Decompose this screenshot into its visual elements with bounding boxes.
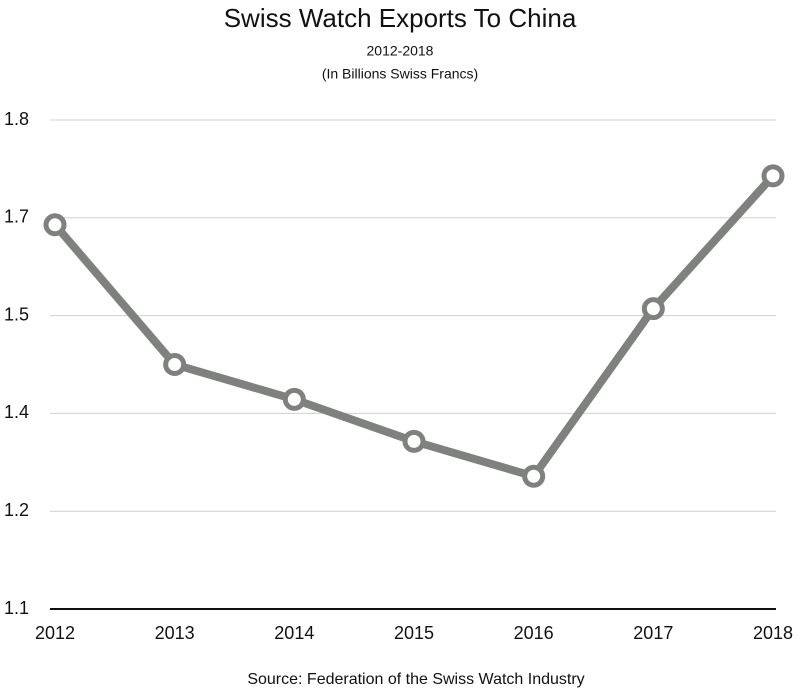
- data-point: [522, 464, 546, 488]
- data-point: [43, 213, 67, 237]
- source: Source: Federation of the Swiss Watch In…: [247, 671, 584, 688]
- data-point: [282, 387, 306, 411]
- y-tick-label: 1.1: [4, 598, 29, 618]
- y-tick-label: 1.8: [4, 109, 29, 129]
- data-point: [163, 353, 187, 376]
- x-tick-label: 2012: [35, 623, 75, 643]
- data-point: [402, 429, 426, 453]
- y-tick-label: 1.7: [4, 207, 29, 227]
- x-tick-label: 2013: [155, 623, 195, 643]
- chart-title: Swiss Watch Exports To China: [224, 3, 577, 33]
- x-tick-label: 2015: [394, 623, 434, 643]
- y-tick-label: 1.2: [4, 500, 29, 520]
- x-tick-label: 2016: [514, 623, 554, 643]
- x-tick-label: 2017: [633, 623, 673, 643]
- y-tick-label: 1.5: [4, 304, 29, 324]
- y-axis-label: (In Billions Swiss Francs): [322, 66, 478, 82]
- data-point: [641, 297, 665, 321]
- data-point: [761, 164, 785, 188]
- chart-subtitle: 2012-2018: [367, 43, 434, 59]
- y-tick-label: 1.4: [4, 402, 29, 422]
- x-tick-label: 2014: [274, 623, 314, 643]
- x-tick-label: 2018: [753, 623, 793, 643]
